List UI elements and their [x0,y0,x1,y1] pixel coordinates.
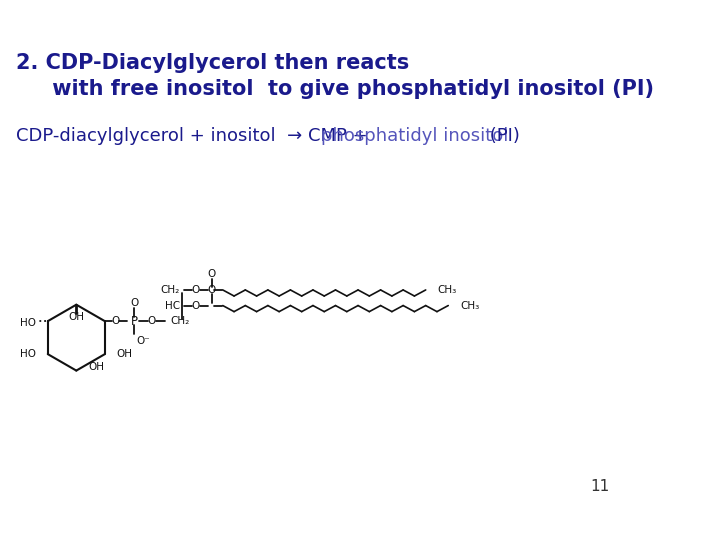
Text: O: O [192,285,200,295]
Text: 11: 11 [590,479,610,494]
Text: O: O [192,301,200,310]
Text: CDP-diacylglycerol + inositol  → CMP +: CDP-diacylglycerol + inositol → CMP + [16,127,373,145]
Text: phosphatidyl inositol: phosphatidyl inositol [321,127,508,145]
Text: CH₃: CH₃ [438,285,457,295]
Text: O: O [111,316,120,326]
Text: P: P [131,315,138,328]
Text: OH: OH [116,349,132,359]
Text: (PI): (PI) [484,127,520,145]
Text: HO: HO [20,349,37,359]
Text: O: O [148,316,156,326]
Text: O: O [130,298,138,308]
Text: O: O [207,269,215,279]
Text: OH: OH [89,362,104,372]
Text: 2. CDP-Diacylglycerol then reacts: 2. CDP-Diacylglycerol then reacts [16,53,409,73]
Text: with free inositol  to give phosphatidyl inositol (PI): with free inositol to give phosphatidyl … [16,79,654,99]
Text: HO: HO [19,318,35,328]
Text: OH: OH [68,312,84,322]
Text: CH₂: CH₂ [171,316,190,326]
Text: HC: HC [165,301,180,310]
Text: O: O [207,285,215,295]
Text: CH₂: CH₂ [160,285,179,295]
Text: CH₃: CH₃ [460,301,480,310]
Text: O⁻: O⁻ [136,336,150,346]
